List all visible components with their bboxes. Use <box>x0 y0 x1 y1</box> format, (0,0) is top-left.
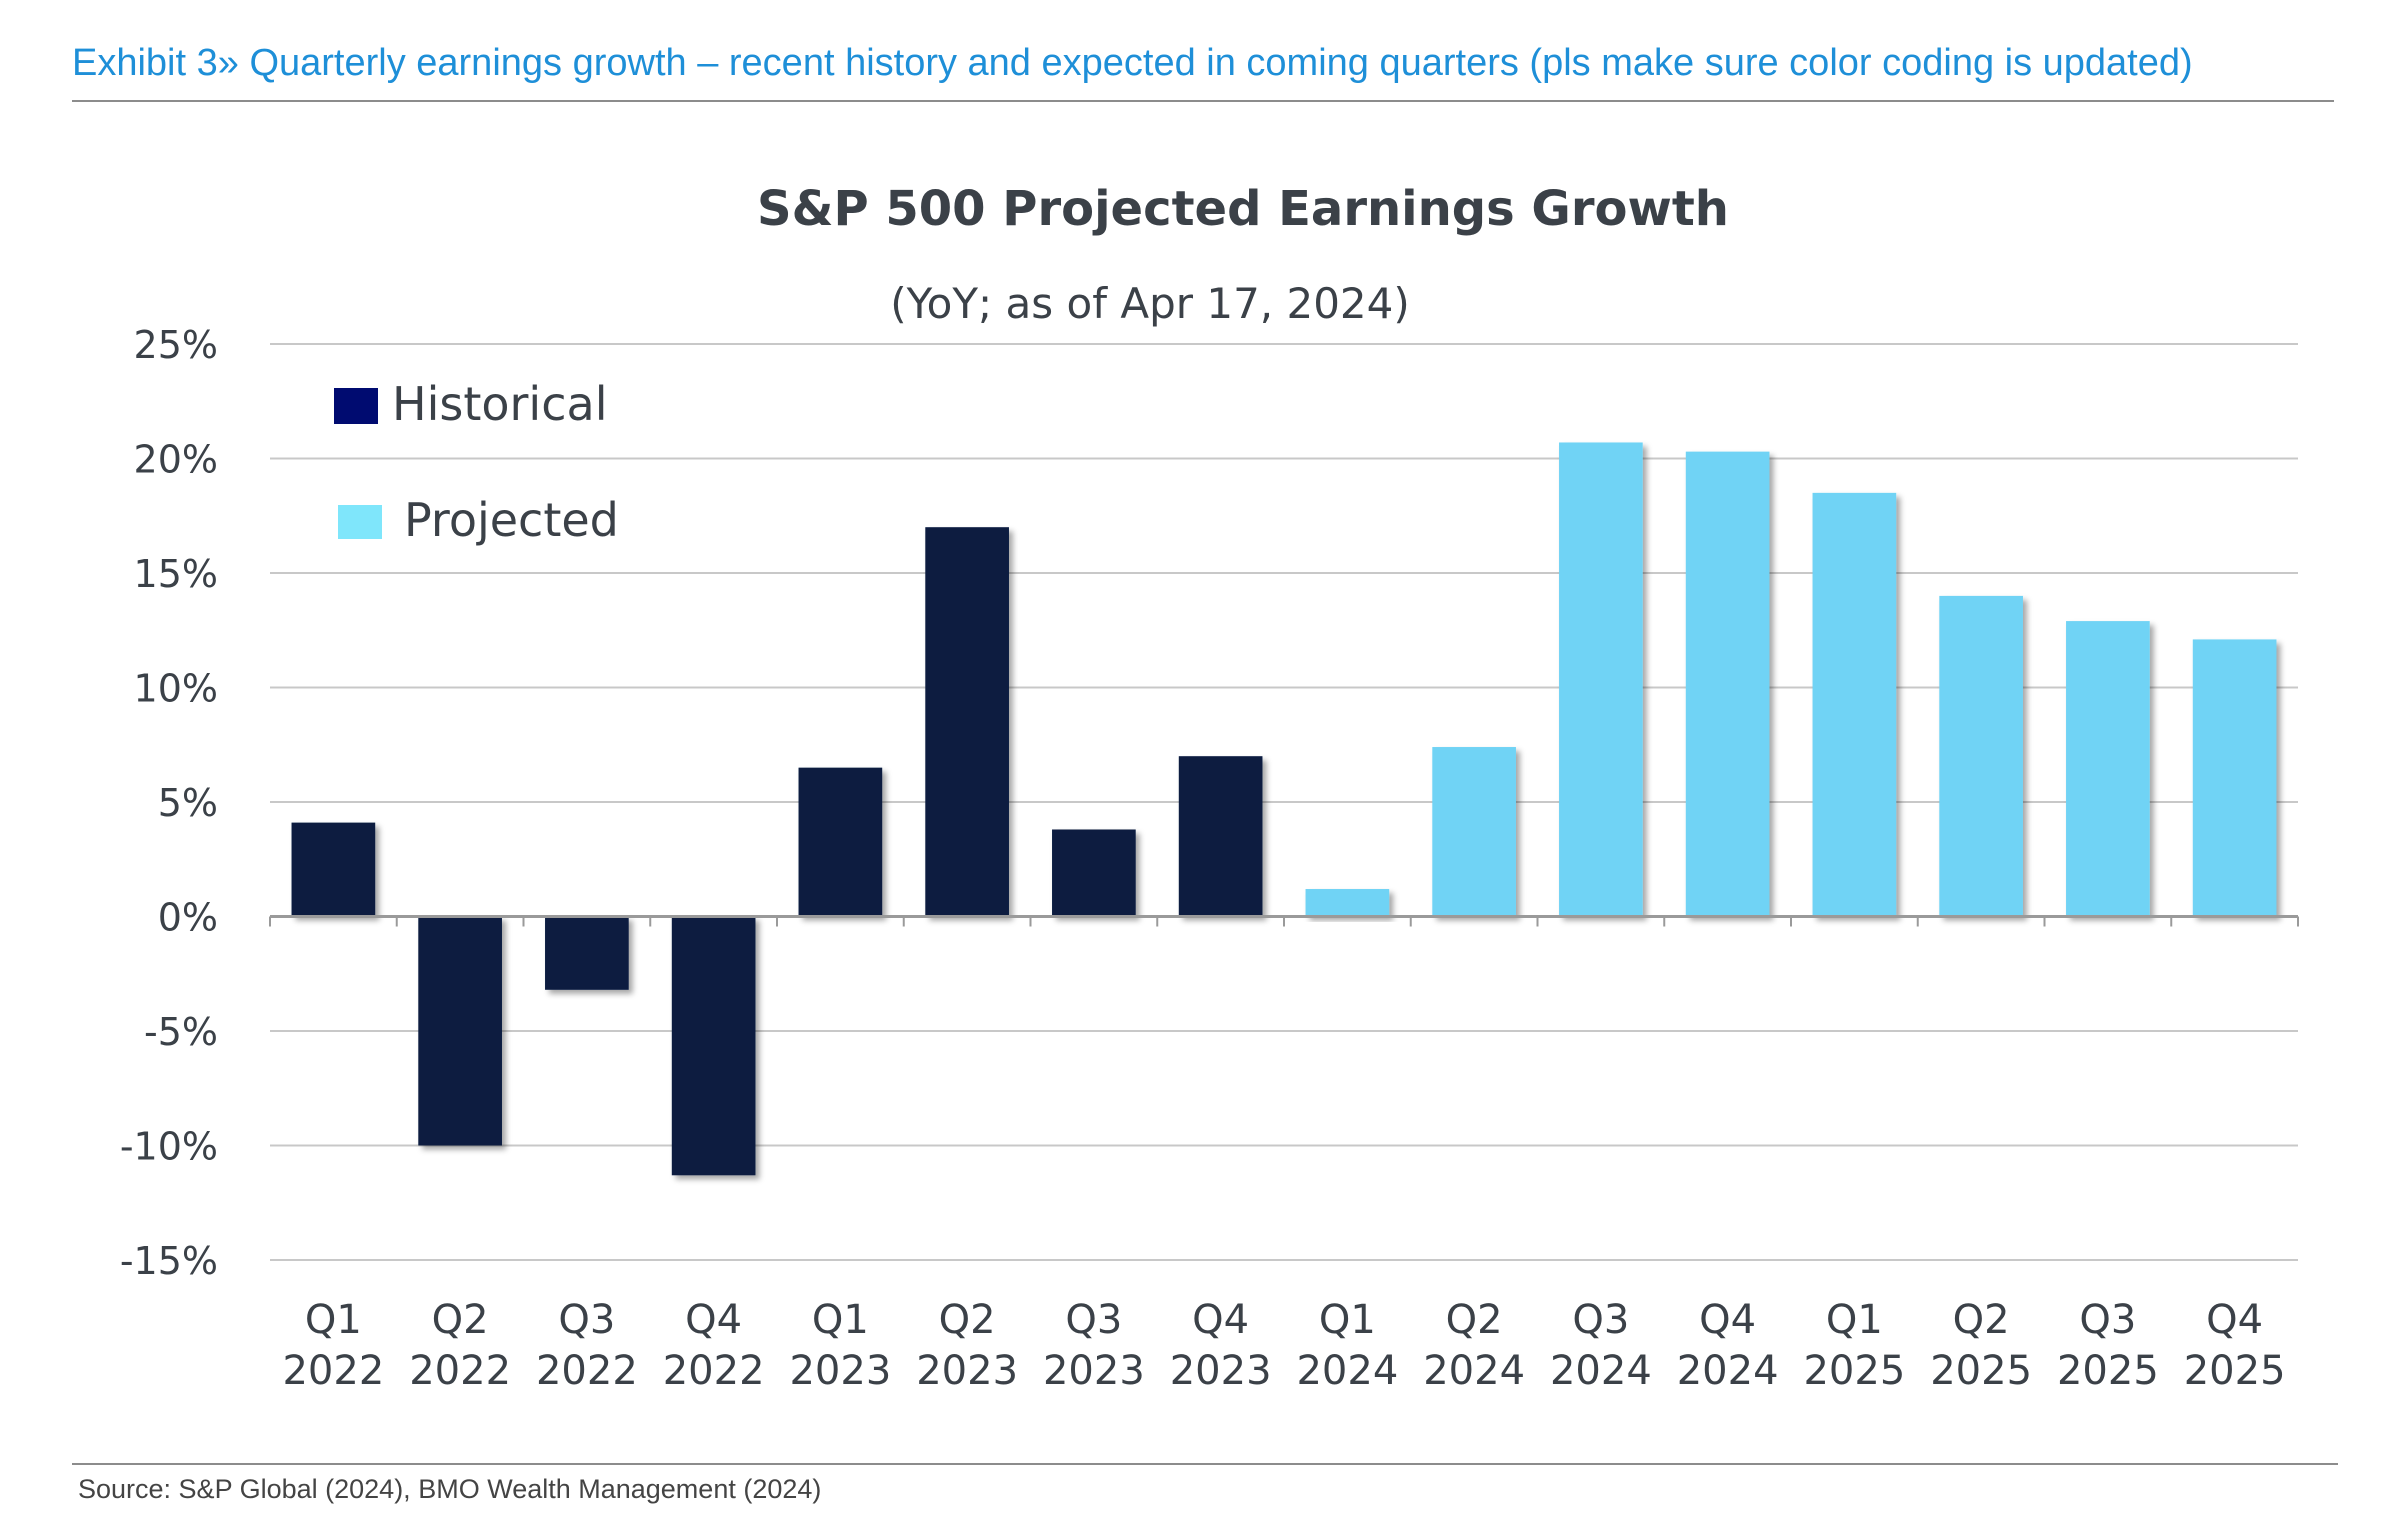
x-tick-quarter: Q2 <box>1953 1297 2010 1343</box>
x-tick-year: 2025 <box>2184 1348 2286 1394</box>
earnings-growth-chart: S&P 500 Projected Earnings Growth (YoY; a… <box>120 181 2299 1394</box>
x-tick-quarter: Q1 <box>812 1297 869 1343</box>
x-tick-quarter: Q4 <box>1192 1297 1249 1343</box>
bar-q2-2024 <box>1432 747 1516 917</box>
x-tick-year: 2023 <box>916 1348 1018 1394</box>
x-tick-year: 2023 <box>1170 1348 1272 1394</box>
x-tick-year: 2022 <box>663 1348 765 1394</box>
x-tick-year: 2022 <box>282 1348 384 1394</box>
bar-q2-2022 <box>418 916 502 1146</box>
legend-swatch-historical <box>334 388 378 424</box>
x-tick-year: 2024 <box>1296 1348 1398 1394</box>
bar-q2-2023 <box>925 527 1009 917</box>
x-tick-year: 2024 <box>1677 1348 1779 1394</box>
bar-q3-2022 <box>545 916 629 990</box>
x-tick-quarter: Q4 <box>2206 1297 2263 1343</box>
top-divider <box>72 100 2334 102</box>
x-tick-quarter: Q2 <box>939 1297 996 1343</box>
x-tick-year: 2024 <box>1423 1348 1525 1394</box>
y-tick-label: 0% <box>158 896 218 940</box>
x-tick-year: 2022 <box>536 1348 638 1394</box>
y-tick-label: -15% <box>120 1239 218 1283</box>
x-tick-year: 2025 <box>1930 1348 2032 1394</box>
bar-q1-2024 <box>1305 889 1390 917</box>
x-tick-quarter: Q3 <box>2079 1297 2136 1343</box>
x-tick-quarter: Q1 <box>1319 1297 1376 1343</box>
legend-label-historical: Historical <box>392 377 607 431</box>
x-tick-quarter: Q1 <box>305 1297 362 1343</box>
x-tick-year: 2024 <box>1550 1348 1652 1394</box>
x-tick-year: 2023 <box>1043 1348 1145 1394</box>
x-tick-quarter: Q2 <box>1446 1297 1503 1343</box>
y-tick-label: 20% <box>134 438 218 482</box>
bar-q4-2024 <box>1685 451 1770 917</box>
x-tick-quarter: Q3 <box>558 1297 615 1343</box>
x-tick-year: 2025 <box>2057 1348 2159 1394</box>
bar-q2-2025 <box>1939 595 2023 917</box>
y-tick-label: -10% <box>120 1125 218 1169</box>
x-tick-quarter: Q1 <box>1826 1297 1883 1343</box>
bar-q4-2022 <box>671 916 756 1176</box>
source-note: Source: S&P Global (2024), BMO Wealth Ma… <box>78 1474 822 1504</box>
x-tick-year: 2022 <box>409 1348 511 1394</box>
y-tick-label: 5% <box>158 781 218 825</box>
x-tick-quarter: Q4 <box>685 1297 742 1343</box>
legend-label-projected: Projected <box>404 493 619 547</box>
bar-q3-2024 <box>1559 442 1643 917</box>
bar-q1-2022 <box>291 822 376 917</box>
bar-q4-2023 <box>1178 756 1263 917</box>
x-tick-quarter: Q3 <box>1572 1297 1629 1343</box>
x-tick-year: 2023 <box>789 1348 891 1394</box>
chart-title: S&P 500 Projected Earnings Growth <box>757 181 1729 237</box>
exhibit-title: Exhibit 3» Quarterly earnings growth – r… <box>72 42 2193 84</box>
legend-swatch-projected <box>338 505 382 539</box>
bar-q4-2025 <box>2192 639 2277 917</box>
y-tick-label: 10% <box>134 667 218 711</box>
x-tick-year: 2025 <box>1803 1348 1905 1394</box>
y-tick-label: 15% <box>134 552 218 596</box>
y-tick-label: -5% <box>144 1010 218 1054</box>
y-tick-label: 25% <box>134 323 218 367</box>
bar-q1-2025 <box>1812 492 1897 917</box>
x-tick-quarter: Q4 <box>1699 1297 1756 1343</box>
chart-subtitle: (YoY; as of Apr 17, 2024) <box>890 279 1410 328</box>
bar-q3-2023 <box>1052 829 1136 917</box>
x-tick-quarter: Q2 <box>432 1297 489 1343</box>
bar-q1-2023 <box>798 767 883 917</box>
bottom-divider <box>72 1463 2338 1465</box>
x-tick-quarter: Q3 <box>1065 1297 1122 1343</box>
bar-q3-2025 <box>2066 621 2150 917</box>
